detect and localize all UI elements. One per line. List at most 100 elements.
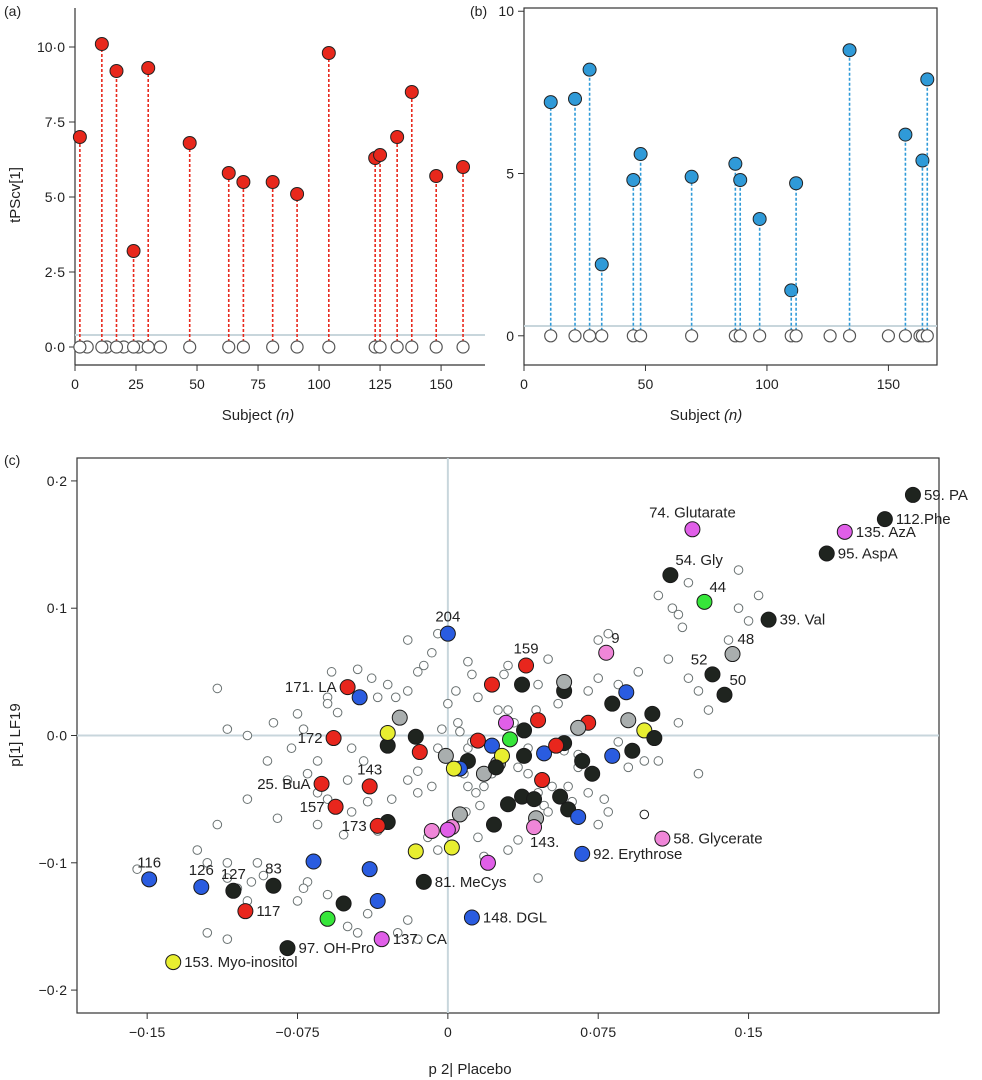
panel-c-point-label: 135. AzA	[856, 524, 916, 541]
panel-c-small-point	[242, 794, 253, 804]
panel-b-baseline-marker	[568, 329, 582, 343]
panel-c-point	[556, 674, 573, 691]
panel-a-baseline-marker	[73, 340, 87, 354]
panel-c-point	[407, 728, 424, 745]
panel-a-point	[290, 187, 305, 201]
panel-c-point	[534, 772, 551, 789]
panel-c-x-tick-label: 0·15	[735, 1024, 763, 1040]
panel-c-point	[514, 676, 531, 693]
panel-b-label: (b)	[470, 3, 487, 19]
panel-c-small-point	[386, 794, 397, 804]
panel-c-small-point	[222, 934, 233, 944]
panel-c-y-tick-label: 0·1	[47, 600, 67, 616]
panel-a-baseline-marker	[222, 340, 236, 354]
panel-c-point	[530, 712, 547, 729]
panel-c: (c) −0·15 −0·075 0 0·075 0·15 −0·2 −0·1 0·0 0·1 0…	[4, 452, 968, 1078]
panel-c-labeled-point	[876, 511, 893, 528]
panel-b-baseline-marker	[595, 329, 609, 343]
panel-c-small-point	[212, 819, 223, 830]
panel-c-small-point	[412, 667, 423, 677]
panel-b-point	[543, 95, 558, 110]
panel-b-frame	[523, 7, 938, 366]
panel-c-small-point	[222, 857, 233, 868]
panel-c-small-point	[733, 565, 744, 575]
panel-b-point	[568, 91, 583, 106]
panel-c-small-point	[599, 794, 610, 804]
panel-a-x-tick-label: 150	[429, 376, 453, 392]
panel-a-baseline-marker	[429, 340, 443, 354]
panel-c-labeled-point	[237, 903, 254, 920]
panel-b-y-tick-label: 10	[498, 3, 514, 19]
panel-c-labeled-point	[141, 871, 158, 888]
panel-c-labeled-point	[415, 873, 432, 890]
panel-c-labeled-point	[463, 909, 480, 926]
panel-b-point	[684, 169, 699, 184]
panel-c-small-point	[322, 698, 333, 709]
panel-c-small-point	[222, 873, 233, 883]
panel-a-point	[265, 175, 280, 189]
panel-c-small-point	[252, 857, 263, 868]
panel-c-labeled-point	[716, 686, 733, 703]
panel-c-x-tick-label: −0·075	[276, 1024, 320, 1040]
panel-a-x-tick-label: 100	[307, 376, 331, 392]
panel-c-point	[526, 791, 543, 808]
panel-a-point	[236, 175, 251, 189]
panel-a-baseline-marker	[266, 340, 280, 354]
panel-c-labeled-point	[526, 819, 543, 836]
panel-c-point-label: 143.	[530, 834, 559, 851]
panel-c-point-label: 204	[435, 609, 460, 626]
panel-c-small-point	[603, 628, 614, 639]
panel-c-point	[451, 806, 468, 823]
panel-a-baseline-marker	[290, 340, 304, 354]
panel-c-labeled-point	[279, 940, 296, 957]
panel-c-small-point	[412, 934, 423, 944]
panel-a-baseline-marker	[322, 340, 336, 354]
panel-c-small-point	[346, 743, 357, 754]
panel-c-small-point	[390, 692, 401, 703]
panel-c-point-label: 112.Phe	[896, 511, 951, 528]
panel-c-point-label: 172	[298, 730, 323, 747]
panel-a-baseline-marker	[109, 340, 124, 354]
panel-c-labeled-point	[439, 625, 456, 642]
panel-a-point	[182, 136, 197, 150]
panel-c-small-point	[312, 819, 323, 830]
panel-c-small-point	[513, 835, 523, 845]
panel-c-labeled-point	[327, 798, 344, 815]
panel-c-point	[639, 809, 650, 820]
panel-c-point	[351, 689, 368, 706]
panel-b-point	[633, 147, 648, 162]
panel-c-point	[497, 714, 514, 731]
panel-c-small-point	[433, 743, 443, 754]
panel-c-labeled-point	[904, 486, 921, 503]
panel-c-small-point	[427, 781, 437, 792]
panel-a-x-tick-label: 75	[250, 376, 266, 392]
panel-c-point	[305, 853, 322, 870]
panel-c-point-label: 159	[514, 640, 539, 657]
panel-c-small-point	[593, 819, 604, 830]
panel-c-x-tick-label: 0·075	[580, 1024, 616, 1040]
panel-c-point	[379, 724, 396, 741]
panel-c-small-point	[437, 724, 447, 734]
panel-c-labeled-point	[325, 730, 342, 747]
panel-c-small-point	[212, 683, 223, 694]
panel-c-point-label: 97. OH-Pro	[298, 940, 374, 957]
panel-b-point	[728, 156, 743, 171]
panel-c-small-point	[533, 679, 543, 690]
panel-c-point-label: 48	[738, 631, 755, 648]
panel-c-point-label: 83	[265, 861, 282, 878]
panel-c-point-label: 50	[730, 672, 747, 689]
panel-b-x-tick-label: 100	[755, 376, 779, 392]
panel-c-small-point	[633, 667, 644, 677]
panel-c-small-point	[346, 807, 357, 817]
panel-c-small-point	[471, 787, 481, 798]
panel-c-point	[502, 731, 519, 748]
panel-c-point	[552, 788, 569, 805]
panel-c-small-point	[286, 743, 297, 754]
panel-c-labeled-point	[760, 611, 777, 628]
panel-a-point	[72, 130, 87, 144]
panel-c-small-point	[202, 928, 213, 938]
panel-c-point	[485, 816, 502, 833]
panel-c-small-point	[463, 656, 473, 667]
panel-c-point	[483, 676, 500, 693]
panel-c-y-axis-label: p[1] LF19	[7, 703, 24, 766]
